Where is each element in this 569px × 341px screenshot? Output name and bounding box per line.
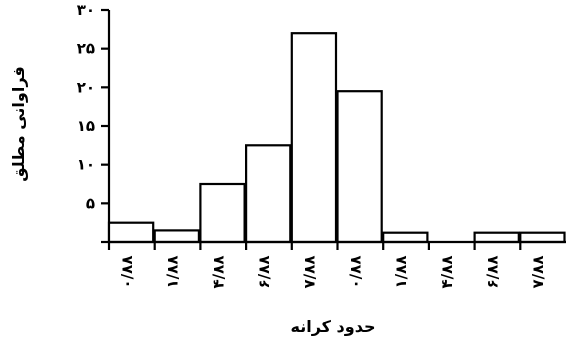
bar	[519, 231, 566, 244]
bar	[473, 231, 520, 244]
y-tick-label: ۲۵	[77, 40, 95, 58]
x-tick-label: ۷/۸۸	[529, 256, 547, 289]
x-tick-label: ۱/۸۸	[392, 256, 410, 289]
bar	[290, 32, 338, 244]
y-tick-label: ۲۰	[77, 78, 95, 96]
x-tick-label: ۰/۸۸	[346, 256, 364, 289]
y-tick-label: ۱۰	[77, 156, 95, 174]
x-tick-label: ۴/۸۸	[438, 256, 456, 289]
y-tick-label: ۵	[86, 194, 95, 212]
bar	[245, 144, 292, 244]
x-tick-label: ۷/۸۸	[301, 256, 319, 289]
bar	[336, 90, 383, 244]
x-tick-label: ۰/۸۸	[118, 256, 136, 289]
x-tick-label: ۴/۸۸	[209, 256, 227, 289]
bar	[382, 231, 429, 244]
x-axis: ۰/۸۸ ۱/۸۸ ۴/۸۸ ۶/۸۸ ۷/۸۸ ۰/۸۸ ۱/۸۸ ۴/۸۸ ۶/۸۸ ۷/۸۸	[107, 240, 566, 289]
x-tick-label: ۱/۸۸	[164, 256, 182, 289]
x-axis-title: حدود کرانه	[291, 317, 376, 336]
bar	[153, 229, 200, 244]
x-tick-label: ۶/۸۸	[484, 256, 502, 289]
y-tick-label: ۳۰	[77, 1, 95, 19]
bars	[107, 32, 566, 244]
y-axis-title: فراوانی مطلق	[9, 66, 28, 182]
y-tick-label: ۱۵	[77, 117, 95, 135]
y-axis: ۵ ۱۰ ۱۵ ۲۰ ۲۵ ۳۰	[77, 1, 111, 244]
bar	[199, 182, 246, 244]
x-tick-label: ۶/۸۸	[255, 256, 273, 289]
bar	[107, 221, 155, 244]
